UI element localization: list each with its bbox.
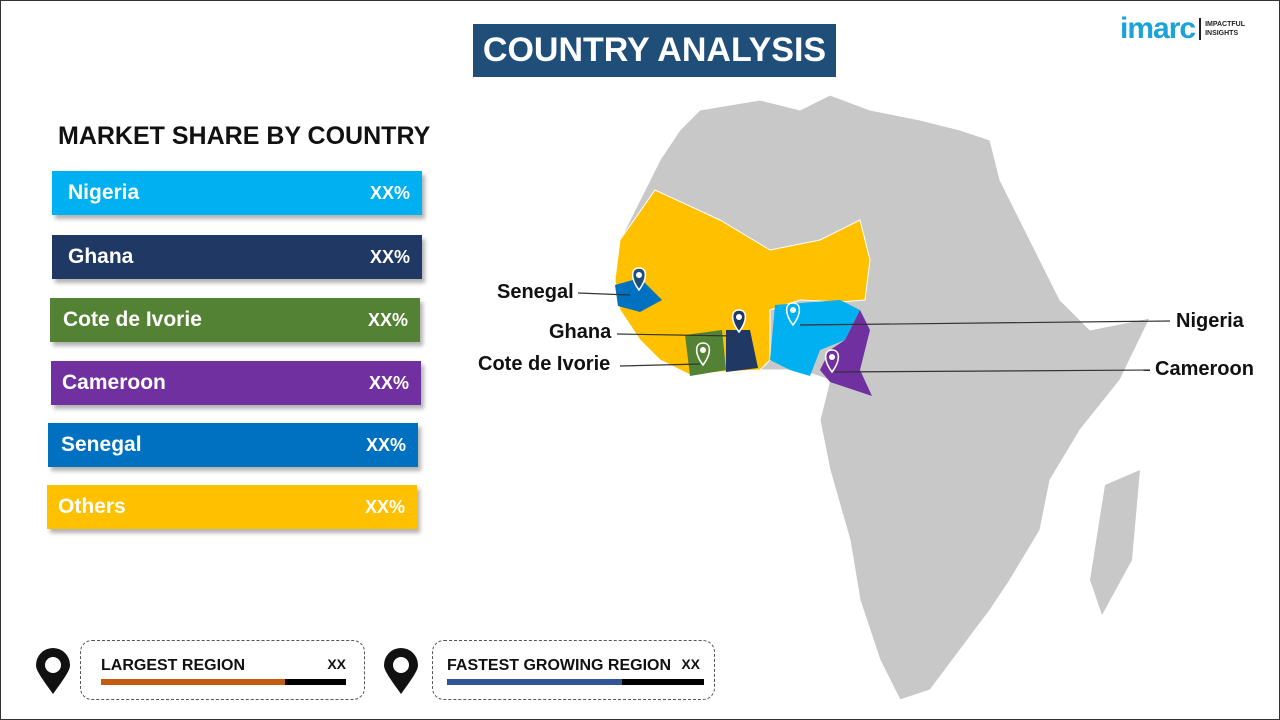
progress-bar — [101, 679, 346, 685]
leader-lines — [577, 292, 1171, 373]
legend-item-cameroon: Cameroon XX% — [51, 361, 421, 405]
largest-region-card: LARGEST REGION XX — [80, 640, 365, 700]
region-cameroon — [820, 310, 872, 396]
region-senegal — [615, 278, 662, 312]
legend-item-ghana: Ghana XX% — [52, 235, 422, 279]
legend-item-senegal: Senegal XX% — [48, 423, 418, 467]
progress-bar — [447, 679, 704, 685]
map-pins — [631, 267, 840, 374]
fastest-growing-region-card: FASTEST GROWING REGION XX — [432, 640, 715, 700]
page-title: COUNTRY ANALYSIS — [473, 24, 836, 77]
madagascar — [1090, 470, 1140, 615]
legend-label: Senegal — [61, 433, 142, 456]
logo-tagline: IMPACTFUL INSIGHTS — [1205, 21, 1245, 37]
location-pin-icon — [384, 648, 418, 694]
logo-text: imarc — [1120, 12, 1196, 45]
map-label-cote-de-ivorie: Cote de Ivorie — [478, 353, 611, 375]
legend-value: XX% — [369, 246, 410, 267]
card-label: LARGEST REGION — [101, 657, 246, 674]
card-value: XX — [681, 656, 700, 672]
legend-value: XX% — [364, 496, 405, 517]
legend-value: XX% — [368, 372, 409, 393]
map-label-cameroon: Cameroon — [1155, 358, 1254, 380]
legend-title: MARKET SHARE BY COUNTRY — [58, 122, 431, 150]
legend-value: XX% — [365, 434, 406, 455]
legend-item-cote-de-ivorie: Cote de Ivorie XX% — [50, 298, 420, 342]
map-label-ghana: Ghana — [549, 321, 612, 343]
legend-label: Ghana — [68, 245, 134, 268]
legend-value: XX% — [369, 182, 410, 203]
legend-label: Cameroon — [62, 371, 166, 394]
legend-label: Nigeria — [68, 181, 140, 204]
legend-label: Others — [58, 495, 126, 518]
map-label-nigeria: Nigeria — [1176, 310, 1244, 332]
map-label-senegal: Senegal — [497, 281, 574, 303]
region-ghana — [726, 330, 758, 372]
location-pin-icon — [36, 648, 70, 694]
legend-label: Cote de Ivorie — [63, 308, 202, 331]
legend-item-others: Others XX% — [47, 485, 417, 529]
africa-continent — [614, 94, 1151, 701]
legend-item-nigeria: Nigeria XX% — [52, 171, 422, 215]
progress-fill — [447, 679, 622, 685]
card-value: XX — [327, 656, 346, 672]
progress-fill — [101, 679, 285, 685]
imarc-logo: imarc IMPACTFUL INSIGHTS — [1120, 12, 1255, 46]
legend-value: XX% — [367, 309, 408, 330]
card-label: FASTEST GROWING REGION — [447, 657, 672, 674]
